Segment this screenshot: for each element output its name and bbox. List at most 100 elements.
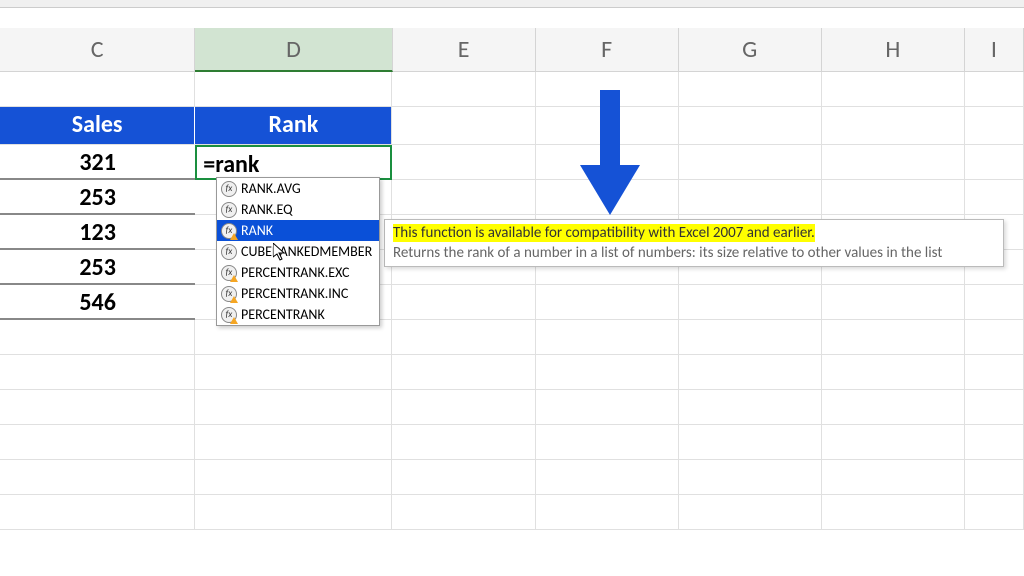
col-header-g[interactable]: G xyxy=(679,28,822,72)
cell-h3[interactable] xyxy=(822,145,965,180)
ac-item-rank-eq[interactable]: fxRANK.EQ xyxy=(217,199,379,220)
active-cell[interactable]: =rank xyxy=(195,145,392,180)
ac-item-percentrank-exc[interactable]: fxPERCENTRANK.EXC xyxy=(217,262,379,283)
cell-i4[interactable] xyxy=(965,180,1024,215)
cell-e3[interactable] xyxy=(392,145,535,180)
cell-i12[interactable] xyxy=(965,460,1024,495)
sales-5[interactable]: 546 xyxy=(0,285,195,320)
fx-icon: fx xyxy=(221,307,237,323)
cell-e1[interactable] xyxy=(392,72,535,107)
cell-e9[interactable] xyxy=(392,355,535,390)
cell-c9[interactable] xyxy=(0,355,195,390)
grid: Sales Rank 321 =rank 253 123 xyxy=(0,72,1024,530)
cell-h4[interactable] xyxy=(822,180,965,215)
cell-i2[interactable] xyxy=(965,107,1024,145)
cell-h7[interactable] xyxy=(822,285,965,320)
ac-label: RANK.EQ xyxy=(241,201,293,218)
cell-d10[interactable] xyxy=(195,390,392,425)
ac-label: PERCENTRANK.INC xyxy=(241,285,348,302)
ac-label: RANK xyxy=(241,222,273,239)
cell-i7[interactable] xyxy=(965,285,1024,320)
col-header-d[interactable]: D xyxy=(195,28,392,72)
cell-g9[interactable] xyxy=(679,355,822,390)
cell-e2[interactable] xyxy=(392,107,535,145)
sales-1[interactable]: 321 xyxy=(0,145,195,180)
cell-e7[interactable] xyxy=(392,285,535,320)
col-header-f[interactable]: F xyxy=(536,28,679,72)
cell-c11[interactable] xyxy=(0,425,195,460)
cell-h1[interactable] xyxy=(822,72,965,107)
cell-f7[interactable] xyxy=(536,285,679,320)
cell-i10[interactable] xyxy=(965,390,1024,425)
cell-c1[interactable] xyxy=(0,72,195,107)
cell-g2[interactable] xyxy=(679,107,822,145)
ac-item-cuberankedmember[interactable]: fxCUBERANKEDMEMBER xyxy=(217,241,379,262)
cell-g13[interactable] xyxy=(679,495,822,530)
cell-e4[interactable] xyxy=(392,180,535,215)
col-header-e[interactable]: E xyxy=(393,28,536,72)
cell-g1[interactable] xyxy=(679,72,822,107)
ac-item-percentrank-inc[interactable]: fxPERCENTRANK.INC xyxy=(217,283,379,304)
ac-item-rank[interactable]: fxRANK xyxy=(217,220,379,241)
cell-i8[interactable] xyxy=(965,320,1024,355)
mouse-cursor-icon xyxy=(273,243,287,265)
ac-item-percentrank[interactable]: fxPERCENTRANK xyxy=(217,304,379,325)
fx-icon: fx xyxy=(221,223,237,239)
cell-g8[interactable] xyxy=(679,320,822,355)
cell-c13[interactable] xyxy=(0,495,195,530)
cell-d12[interactable] xyxy=(195,460,392,495)
cell-g11[interactable] xyxy=(679,425,822,460)
sales-4[interactable]: 253 xyxy=(0,250,195,285)
cell-f11[interactable] xyxy=(536,425,679,460)
cell-c12[interactable] xyxy=(0,460,195,495)
cell-h11[interactable] xyxy=(822,425,965,460)
col-header-h[interactable]: H xyxy=(822,28,965,72)
cell-e10[interactable] xyxy=(392,390,535,425)
cell-d11[interactable] xyxy=(195,425,392,460)
ac-label: PERCENTRANK.EXC xyxy=(241,264,349,281)
header-rank[interactable]: Rank xyxy=(195,107,392,145)
cell-e11[interactable] xyxy=(392,425,535,460)
cell-h9[interactable] xyxy=(822,355,965,390)
cell-h12[interactable] xyxy=(822,460,965,495)
cell-h13[interactable] xyxy=(822,495,965,530)
cell-f13[interactable] xyxy=(536,495,679,530)
sales-3[interactable]: 123 xyxy=(0,215,195,250)
cell-e13[interactable] xyxy=(392,495,535,530)
cell-h10[interactable] xyxy=(822,390,965,425)
cell-d9[interactable] xyxy=(195,355,392,390)
cell-h2[interactable] xyxy=(822,107,965,145)
cell-g10[interactable] xyxy=(679,390,822,425)
column-headers: C D E F G H I xyxy=(0,28,1024,72)
formula-autocomplete[interactable]: fxRANK.AVG fxRANK.EQ fxRANK fxCUBERANKED… xyxy=(216,177,380,326)
cell-g7[interactable] xyxy=(679,285,822,320)
cell-f9[interactable] xyxy=(536,355,679,390)
cell-f12[interactable] xyxy=(536,460,679,495)
cell-f8[interactable] xyxy=(536,320,679,355)
cell-i11[interactable] xyxy=(965,425,1024,460)
cell-e8[interactable] xyxy=(392,320,535,355)
fx-icon: fx xyxy=(221,181,237,197)
col-header-i[interactable]: I xyxy=(965,28,1024,72)
cell-g12[interactable] xyxy=(679,460,822,495)
col-header-c[interactable]: C xyxy=(0,28,195,72)
cell-e12[interactable] xyxy=(392,460,535,495)
ac-item-rank-avg[interactable]: fxRANK.AVG xyxy=(217,178,379,199)
sales-2[interactable]: 253 xyxy=(0,180,195,215)
cell-h8[interactable] xyxy=(822,320,965,355)
cell-d1[interactable] xyxy=(195,72,392,107)
cell-d13[interactable] xyxy=(195,495,392,530)
fx-icon: fx xyxy=(221,265,237,281)
formula-bar-edge xyxy=(0,0,1024,8)
cell-f10[interactable] xyxy=(536,390,679,425)
cell-c10[interactable] xyxy=(0,390,195,425)
cell-g3[interactable] xyxy=(679,145,822,180)
cell-g4[interactable] xyxy=(679,180,822,215)
cell-i9[interactable] xyxy=(965,355,1024,390)
cell-i13[interactable] xyxy=(965,495,1024,530)
cell-i1[interactable] xyxy=(965,72,1024,107)
cell-i3[interactable] xyxy=(965,145,1024,180)
header-sales[interactable]: Sales xyxy=(0,107,195,145)
cell-c8[interactable] xyxy=(0,320,195,355)
tooltip-desc: Returns the rank of a number in a list o… xyxy=(393,244,995,262)
